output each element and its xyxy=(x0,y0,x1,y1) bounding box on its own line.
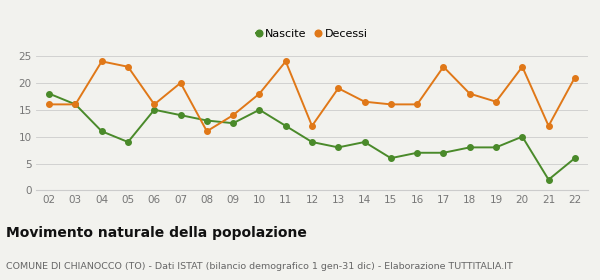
Decessi xyxy=(335,87,342,90)
Nascite xyxy=(335,146,342,149)
Decessi xyxy=(413,103,421,106)
Decessi xyxy=(571,76,578,79)
Nascite xyxy=(440,151,447,155)
Nascite xyxy=(518,135,526,138)
Nascite xyxy=(282,124,289,128)
Legend: Nascite, Decessi: Nascite, Decessi xyxy=(252,24,372,44)
Decessi xyxy=(98,60,106,63)
Decessi xyxy=(256,92,263,95)
Nascite xyxy=(571,157,578,160)
Decessi xyxy=(493,100,500,103)
Nascite xyxy=(203,119,211,122)
Nascite xyxy=(545,178,552,181)
Decessi xyxy=(518,65,526,68)
Decessi xyxy=(203,130,211,133)
Decessi xyxy=(387,103,394,106)
Nascite xyxy=(256,108,263,111)
Nascite xyxy=(72,103,79,106)
Nascite xyxy=(413,151,421,155)
Decessi xyxy=(124,65,131,68)
Decessi xyxy=(230,113,237,117)
Decessi xyxy=(545,124,552,128)
Decessi xyxy=(440,65,447,68)
Text: COMUNE DI CHIANOCCO (TO) - Dati ISTAT (bilancio demografico 1 gen-31 dic) - Elab: COMUNE DI CHIANOCCO (TO) - Dati ISTAT (b… xyxy=(6,262,513,271)
Nascite xyxy=(308,140,316,144)
Nascite xyxy=(177,113,184,117)
Nascite xyxy=(466,146,473,149)
Line: Decessi: Decessi xyxy=(46,59,578,134)
Decessi xyxy=(72,103,79,106)
Decessi xyxy=(151,103,158,106)
Decessi xyxy=(361,100,368,103)
Nascite xyxy=(361,140,368,144)
Nascite xyxy=(151,108,158,111)
Nascite xyxy=(230,122,237,125)
Decessi xyxy=(282,60,289,63)
Nascite xyxy=(493,146,500,149)
Decessi xyxy=(46,103,53,106)
Nascite xyxy=(98,130,106,133)
Decessi xyxy=(177,81,184,85)
Line: Nascite: Nascite xyxy=(46,91,578,183)
Nascite xyxy=(46,92,53,95)
Nascite xyxy=(124,140,131,144)
Nascite xyxy=(387,157,394,160)
Decessi xyxy=(308,124,316,128)
Text: Movimento naturale della popolazione: Movimento naturale della popolazione xyxy=(6,226,307,240)
Decessi xyxy=(466,92,473,95)
